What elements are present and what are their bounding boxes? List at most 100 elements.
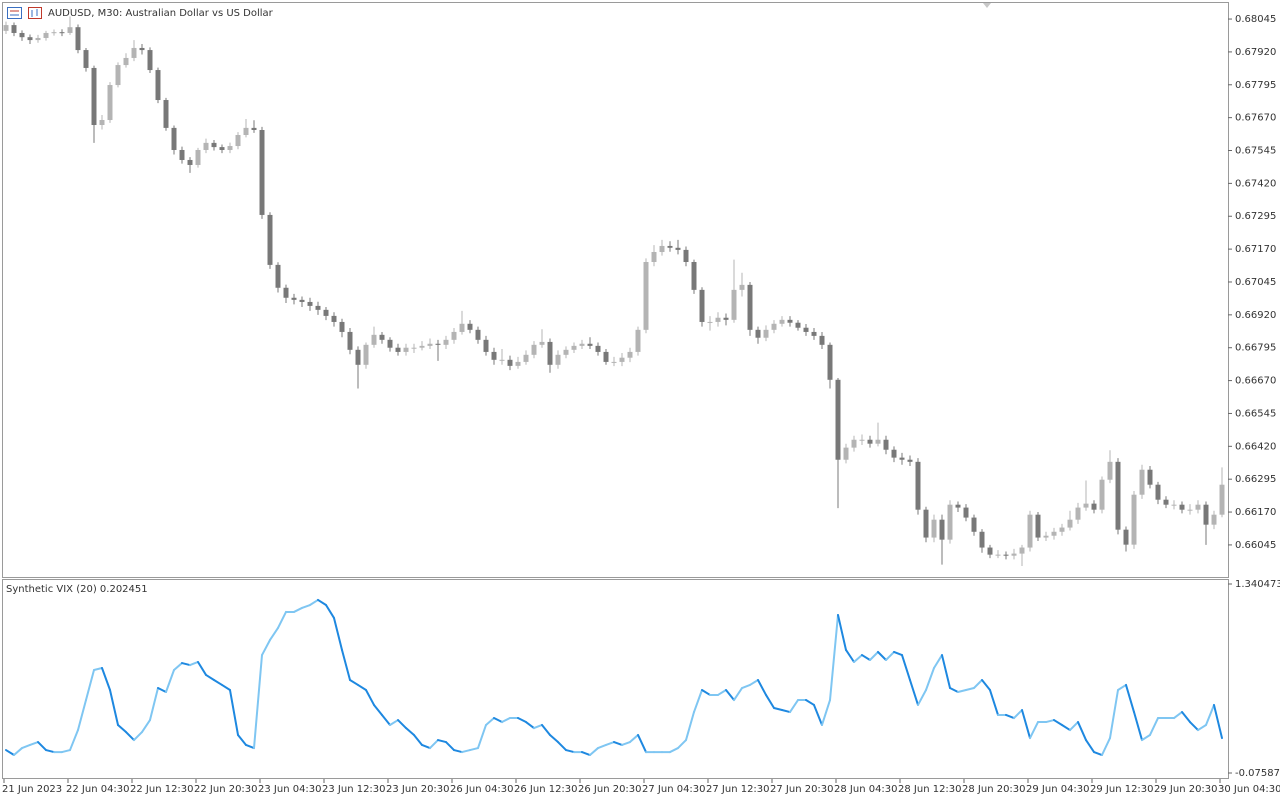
indicator-segment: [885, 650, 895, 661]
x-tick-label: 23 Jun 12:30: [322, 784, 386, 795]
x-tick-label: 22 Jun 20:30: [194, 784, 258, 795]
indicator-segment: [5, 749, 15, 757]
indicator-segment: [93, 666, 103, 671]
candle-body: [1083, 503, 1089, 508]
candle-body: [1075, 507, 1081, 520]
candle-body: [259, 130, 265, 215]
indicator-segment: [461, 749, 471, 754]
indicator-segment: [277, 610, 287, 629]
candle-body: [35, 37, 41, 41]
candle-body: [547, 341, 553, 365]
indicator-segment: [973, 679, 983, 690]
indicator-segment: [1053, 719, 1063, 726]
candle-body: [1139, 469, 1145, 495]
candle-body: [827, 344, 833, 380]
candle-body: [531, 344, 537, 355]
symbol-icons[interactable]: [7, 7, 42, 19]
indicator-segment: [1077, 721, 1087, 742]
indicator-segment: [453, 749, 463, 754]
indicator-segment: [317, 598, 327, 607]
candle-body: [299, 299, 305, 302]
indicator-segment: [293, 606, 303, 613]
candle-body: [419, 345, 425, 348]
candle-body: [843, 447, 849, 460]
candle-body: [811, 331, 817, 336]
indicator-segment: [477, 723, 487, 750]
candle-body: [363, 344, 369, 365]
candle-body: [899, 457, 905, 460]
indicator-segment: [677, 739, 687, 750]
indicator-segment: [389, 719, 399, 726]
indicator-segment: [965, 687, 975, 692]
candle-body: [851, 439, 857, 448]
candle-body: [563, 349, 569, 355]
candle-body: [99, 120, 105, 126]
indicator-segment: [429, 739, 439, 750]
candle-body: [291, 297, 297, 300]
candle-body: [1203, 504, 1209, 525]
candle-body: [51, 32, 57, 34]
indicator-segment: [685, 711, 695, 742]
indicator-segment: [485, 717, 495, 726]
candle-body: [75, 27, 81, 51]
y-tick-label: 0.67420: [1235, 178, 1276, 189]
candle-body: [475, 329, 481, 340]
candle-body: [227, 146, 233, 150]
candle-body: [43, 32, 49, 38]
candle-body: [1019, 547, 1025, 554]
candle-body: [771, 323, 777, 330]
indicator-segment: [237, 733, 247, 746]
candle-body: [979, 531, 985, 548]
candle-body: [1035, 514, 1041, 538]
candle-body: [1179, 504, 1185, 510]
indicator-segment: [1061, 723, 1071, 732]
candle-body: [907, 459, 913, 462]
x-tick-label: 22 Jun 12:30: [130, 784, 194, 795]
candle-body: [107, 85, 113, 121]
candle-body: [451, 331, 457, 340]
indicator-segment: [405, 727, 415, 736]
indicator-segment: [757, 679, 767, 696]
indicator-segment: [437, 739, 447, 744]
indicator-segment: [557, 741, 567, 752]
candle-body: [3, 25, 9, 31]
candle-body: [915, 461, 921, 510]
indicator-segment: [269, 626, 279, 641]
candle-body: [923, 509, 929, 538]
indicator-segment: [941, 654, 951, 690]
icon-chart[interactable]: [28, 7, 42, 19]
indicator-segment: [1181, 711, 1191, 724]
indicator-segment: [357, 683, 367, 692]
candle-body: [483, 339, 489, 352]
indicator-segment: [541, 723, 551, 736]
indicator-segment: [789, 699, 799, 714]
indicator-segment: [1101, 737, 1111, 757]
candle-body: [323, 309, 329, 316]
indicator-segment: [637, 733, 647, 754]
indicator-segment: [597, 743, 607, 750]
indicator-segment: [397, 719, 407, 730]
candle-body: [963, 507, 969, 518]
indicator-segment: [1045, 719, 1055, 724]
candle-body: [939, 519, 945, 540]
x-tick-label: 29 Jun 12:30: [1090, 784, 1154, 795]
candle-body: [267, 214, 273, 265]
indicator-segment: [581, 751, 591, 757]
candle-body: [1195, 504, 1201, 510]
indicator-segment: [181, 662, 191, 667]
candle-body: [635, 329, 641, 352]
x-tick-label: 23 Jun 20:30: [386, 784, 450, 795]
y-tick-label: 0.66795: [1235, 343, 1276, 354]
indicator-segment: [133, 731, 143, 742]
candle-body: [195, 149, 201, 165]
indicator-segment: [957, 689, 967, 694]
candle-body: [443, 339, 449, 345]
candle-body: [595, 345, 601, 352]
candle-body: [619, 357, 625, 362]
icon-list[interactable]: [7, 7, 22, 19]
indicator-segment: [621, 741, 631, 746]
shift-marker[interactable]: [983, 3, 991, 8]
indicator-segment: [45, 749, 55, 754]
indicator-segment: [917, 689, 927, 706]
candle-body: [1163, 499, 1169, 505]
